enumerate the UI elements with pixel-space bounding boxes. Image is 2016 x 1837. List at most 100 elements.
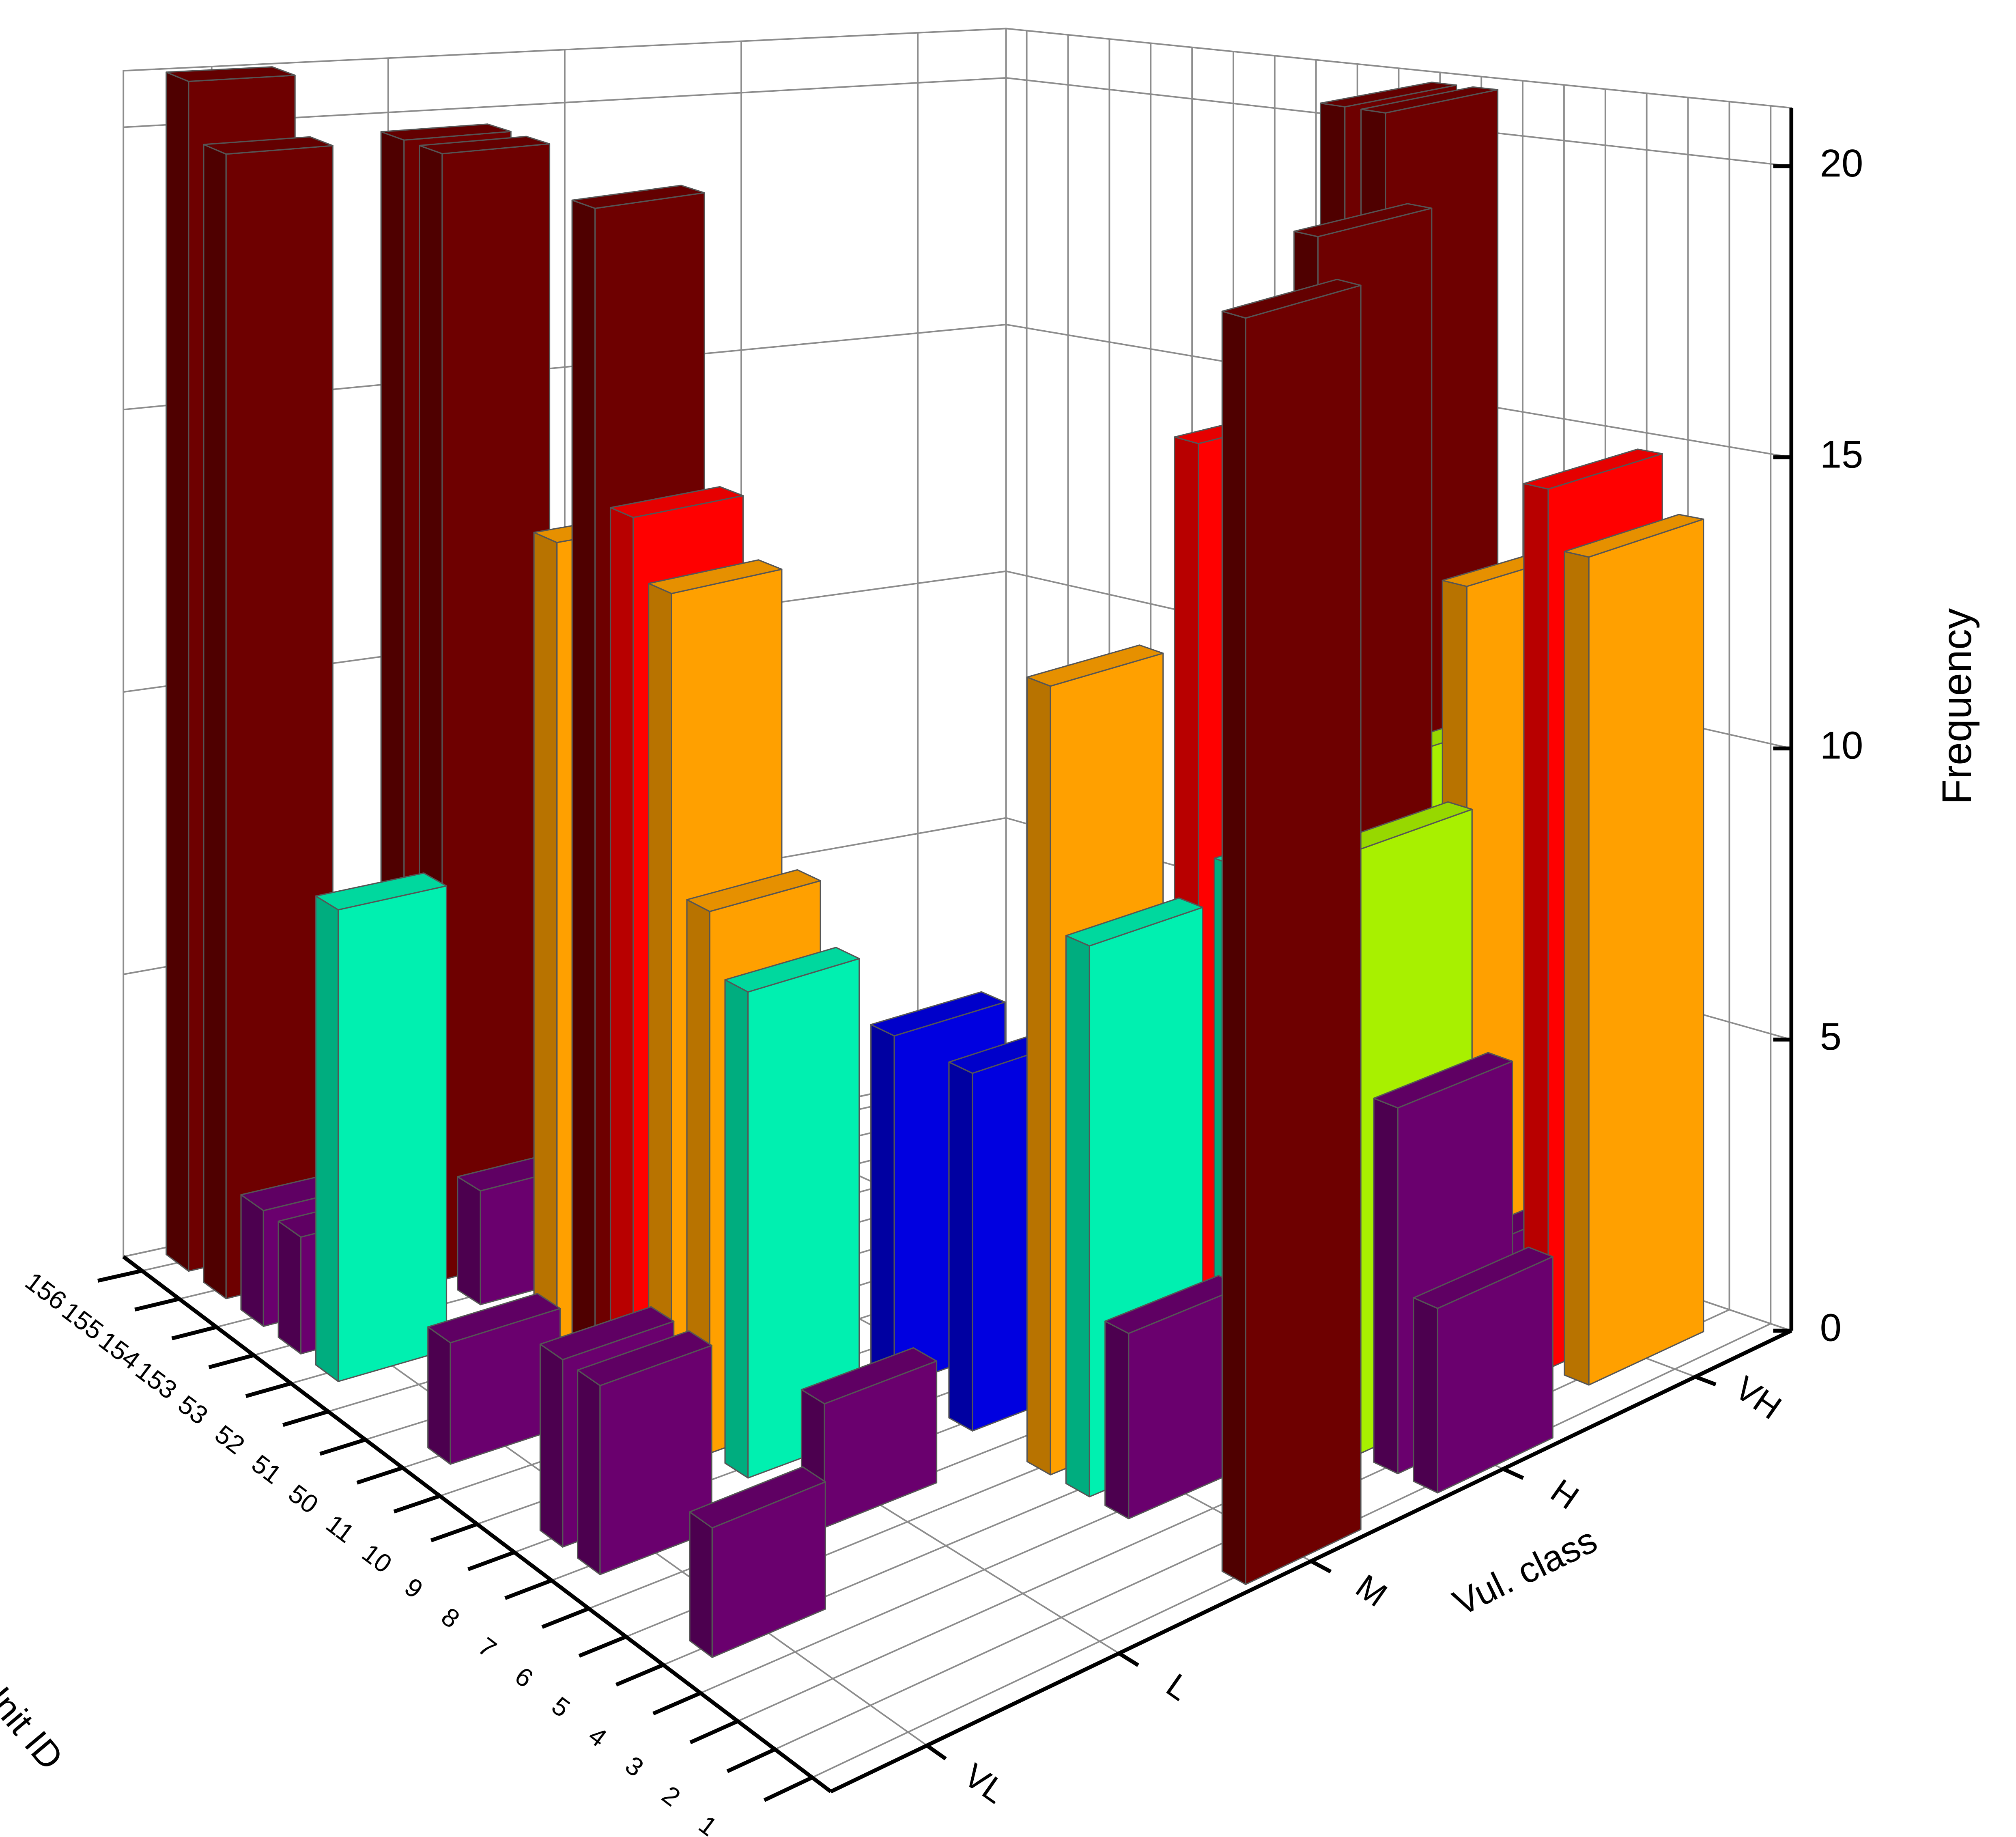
x-tick bbox=[652, 1691, 701, 1716]
z-tick-label: 5 bbox=[1820, 1015, 1842, 1058]
bar-face-top bbox=[419, 136, 551, 155]
bar-face-left bbox=[315, 895, 339, 1382]
bar-face-right bbox=[338, 885, 448, 1382]
x-tick-label: 155 bbox=[57, 1296, 109, 1346]
bar-face-left bbox=[203, 144, 227, 1299]
x-tick bbox=[319, 1438, 366, 1456]
bar-face-top bbox=[1373, 1052, 1513, 1109]
bar-face-top bbox=[1293, 203, 1433, 237]
bar-face-left bbox=[1221, 310, 1246, 1585]
bar-face-left bbox=[724, 979, 749, 1479]
x-tick bbox=[541, 1607, 590, 1629]
bar-face-top bbox=[1026, 644, 1164, 687]
x-tick-label: 4 bbox=[583, 1721, 612, 1753]
x-tick bbox=[356, 1466, 403, 1485]
bar-face-left bbox=[278, 1220, 302, 1355]
bar-face-left bbox=[457, 1176, 481, 1305]
bar-face-top bbox=[166, 66, 296, 82]
bar-face-top bbox=[315, 872, 448, 911]
bar bbox=[1564, 514, 1704, 1386]
bar-face-left bbox=[1413, 1297, 1439, 1494]
x-tick bbox=[208, 1353, 254, 1370]
bar-face-top bbox=[686, 869, 821, 912]
x-tick-label: 51 bbox=[246, 1449, 287, 1490]
bar-face-top bbox=[1221, 278, 1362, 319]
bar-face-top bbox=[203, 136, 333, 155]
bar-face-left bbox=[609, 507, 634, 1404]
x-tick bbox=[430, 1522, 478, 1542]
y-tick bbox=[1502, 1467, 1524, 1480]
x-tick bbox=[171, 1325, 217, 1341]
bar-face-top bbox=[427, 1293, 561, 1344]
bar-face-top bbox=[1564, 514, 1704, 558]
x-tick bbox=[726, 1747, 776, 1773]
y-tick bbox=[925, 1744, 947, 1761]
bar-face-top bbox=[539, 1306, 675, 1361]
bar-face-left bbox=[870, 1024, 895, 1388]
x-tick-label: 50 bbox=[283, 1479, 324, 1519]
x-tick bbox=[467, 1550, 515, 1571]
z-tick-label: 10 bbox=[1820, 724, 1863, 767]
bar-face-left bbox=[1065, 935, 1091, 1498]
bar bbox=[315, 872, 448, 1382]
x-tick-label: 8 bbox=[436, 1602, 465, 1634]
x-tick-label: 53 bbox=[173, 1389, 213, 1430]
z-tick-label: 0 bbox=[1820, 1306, 1842, 1350]
bar-face-left bbox=[1373, 1098, 1399, 1475]
bar-face-top bbox=[689, 1466, 826, 1529]
bar bbox=[203, 136, 333, 1299]
y-tick-label: M bbox=[1349, 1567, 1394, 1614]
bar-face-top bbox=[1104, 1275, 1243, 1334]
x-tick-label: 9 bbox=[399, 1572, 428, 1604]
x-tick-label: 153 bbox=[130, 1355, 183, 1405]
bar-face-left bbox=[539, 1343, 564, 1548]
y-tick bbox=[1118, 1652, 1139, 1667]
bar-face-left bbox=[689, 1511, 713, 1658]
bar-face-top bbox=[870, 991, 1006, 1037]
y-tick-label: VL bbox=[957, 1756, 1013, 1811]
y-tick bbox=[1694, 1375, 1717, 1387]
x-tick bbox=[393, 1494, 441, 1514]
bar-face-right bbox=[1588, 518, 1704, 1386]
x-axis-title: Statistical Unit ID bbox=[0, 1539, 71, 1777]
bar bbox=[427, 1293, 561, 1465]
bar-face-top bbox=[1319, 82, 1457, 108]
x-tick-label: 2 bbox=[657, 1780, 686, 1812]
bar bbox=[1104, 1275, 1243, 1520]
x-tick bbox=[578, 1635, 627, 1658]
bar bbox=[1221, 278, 1362, 1585]
x-tick-label: 10 bbox=[357, 1538, 397, 1579]
bar-face-left bbox=[1523, 483, 1549, 1370]
bar bbox=[1413, 1246, 1553, 1494]
bar-face-top bbox=[1523, 448, 1663, 490]
grid-line bbox=[123, 77, 1792, 167]
bar-face-left bbox=[166, 71, 189, 1272]
y-tick bbox=[1310, 1559, 1332, 1574]
z-tick-label: 20 bbox=[1820, 142, 1863, 185]
x-tick bbox=[134, 1297, 180, 1312]
y-axis-title: Vul. class bbox=[1447, 1519, 1603, 1623]
bar-face-left bbox=[1564, 551, 1590, 1386]
bar-face-top bbox=[380, 123, 512, 141]
bar-face-top bbox=[1413, 1246, 1553, 1309]
bar-face-top bbox=[648, 559, 783, 594]
bar-face-left bbox=[648, 583, 672, 1429]
z-tick-label: 15 bbox=[1820, 433, 1863, 476]
x-tick-label: 1 bbox=[693, 1810, 723, 1837]
x-tick bbox=[615, 1663, 664, 1687]
bar-face-left bbox=[427, 1326, 451, 1465]
bar-face-top bbox=[1360, 86, 1499, 114]
x-tick-label: 52 bbox=[209, 1419, 250, 1460]
x-tick bbox=[282, 1409, 329, 1427]
x-tick-label: 5 bbox=[546, 1691, 576, 1723]
x-tick-label: 7 bbox=[473, 1632, 502, 1664]
x-tick-label: 6 bbox=[510, 1661, 539, 1693]
x-tick bbox=[245, 1381, 292, 1398]
bar bbox=[689, 1466, 826, 1658]
y-tick-label: VH bbox=[1728, 1369, 1788, 1426]
x-tick bbox=[689, 1719, 739, 1744]
bar-face-top bbox=[1065, 897, 1203, 947]
bar-face-top bbox=[724, 947, 860, 993]
